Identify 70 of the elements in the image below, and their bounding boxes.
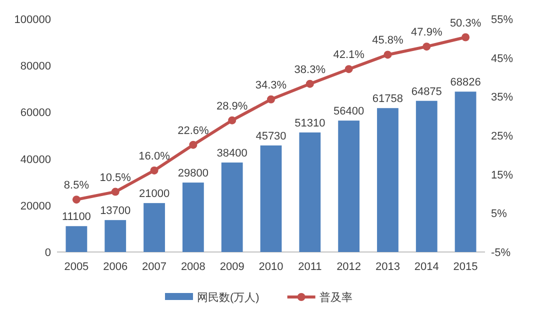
data-label: 45730 — [256, 130, 286, 142]
point — [267, 95, 275, 104]
data-label: 38400 — [216, 148, 248, 160]
x-tick-label: 2013 — [375, 261, 400, 273]
bar — [66, 226, 88, 252]
legend-label: 普及率 — [319, 291, 352, 304]
y-tick-label: 20000 — [20, 200, 51, 212]
data-label: 68826 — [450, 76, 481, 89]
data-label: 13700 — [100, 205, 131, 218]
bar — [104, 220, 126, 252]
y2-tick-label: 5% — [491, 208, 508, 220]
bar — [144, 203, 165, 252]
y-tick-label: 80000 — [20, 60, 51, 73]
data-label: 29800 — [178, 168, 208, 180]
x-tick-label: 2014 — [414, 261, 439, 273]
point — [72, 196, 80, 204]
data-label: 47.9% — [411, 26, 442, 39]
data-label: 8.5% — [64, 180, 90, 192]
bar — [182, 182, 204, 252]
y2-tick-label: 35% — [491, 92, 514, 104]
y-tick-label: 40000 — [20, 154, 51, 166]
data-label: 45.8% — [372, 34, 404, 47]
bar — [454, 92, 476, 252]
data-label: 34.3% — [255, 79, 287, 92]
point — [111, 188, 120, 196]
data-label: 61758 — [372, 93, 404, 106]
x-tick-label: 2011 — [298, 261, 322, 273]
x-tick-label: 2007 — [142, 261, 167, 273]
point — [189, 140, 198, 149]
x-tick-label: 2015 — [453, 261, 478, 273]
y-tick-label: 100000 — [14, 14, 51, 26]
bar — [338, 120, 360, 252]
data-label: 21000 — [138, 188, 170, 200]
point — [462, 33, 470, 42]
data-label: 50.3% — [450, 17, 482, 30]
data-label: 22.6% — [178, 124, 209, 137]
data-label: 56400 — [334, 106, 364, 118]
bar — [416, 100, 438, 252]
y2-tick-label: 55% — [491, 14, 514, 26]
y2-tick-label: -5% — [491, 247, 511, 259]
data-label: 51310 — [294, 117, 326, 130]
y2-tick-label: 15% — [491, 169, 514, 182]
point — [384, 50, 392, 59]
point — [344, 65, 353, 74]
bar — [260, 145, 282, 252]
bar — [377, 108, 398, 252]
point — [228, 116, 236, 124]
x-tick-label: 2008 — [180, 261, 206, 273]
data-label: 28.9% — [216, 100, 248, 112]
bar — [299, 132, 321, 252]
legend-label: 网民数(万人) — [197, 292, 260, 304]
x-tick-label: 2005 — [64, 261, 89, 273]
point — [306, 80, 314, 88]
x-tick-label: 2010 — [258, 261, 284, 273]
x-tick-label: 2009 — [220, 261, 244, 273]
data-label: 10.5% — [100, 172, 132, 184]
y-tick-label: 60000 — [20, 107, 51, 120]
point — [150, 166, 158, 174]
data-label: 11100 — [62, 211, 91, 224]
y2-tick-label: 45% — [491, 52, 514, 65]
y-tick-label: 0 — [44, 247, 51, 259]
data-label: 64875 — [411, 86, 442, 98]
x-tick-label: 2012 — [336, 261, 362, 273]
bar — [221, 162, 243, 252]
data-label: 42.1% — [333, 49, 365, 62]
data-label: 38.3% — [294, 64, 326, 76]
point — [422, 42, 431, 51]
x-tick-label: 2006 — [103, 261, 128, 273]
y2-tick-label: 25% — [491, 130, 514, 142]
data-label: 16.0% — [138, 150, 170, 162]
